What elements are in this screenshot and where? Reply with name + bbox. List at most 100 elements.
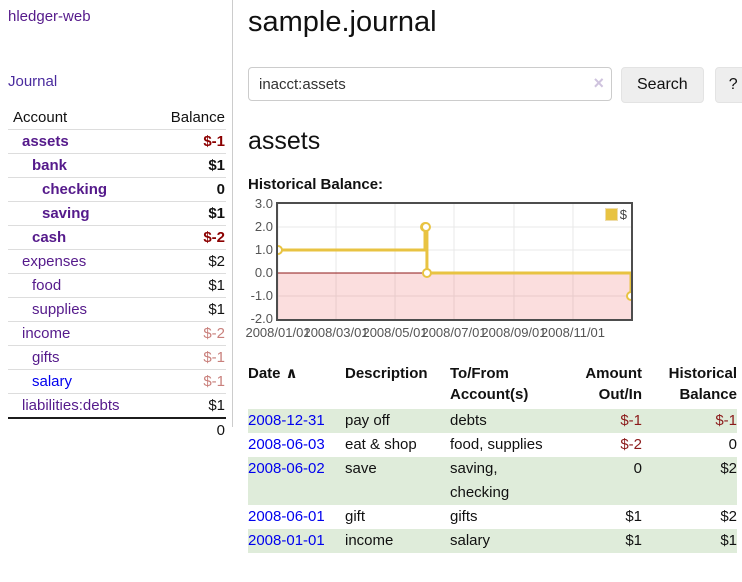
account-balance: $2 — [149, 249, 226, 274]
chart-legend: $ — [603, 207, 628, 223]
accounts-table-body: assets $-1 bank $1 checking 0 saving $1 cash $-2 e… — [8, 129, 226, 418]
y-axis-tick-label: 0.0 — [254, 265, 273, 281]
account-row: gifts $-1 — [8, 345, 226, 370]
transaction-balance: $2 — [642, 457, 737, 506]
account-row: income $-2 — [8, 321, 226, 346]
y-axis-tick-label: 1.0 — [254, 242, 273, 258]
accounts-total-value: 0 — [149, 417, 226, 442]
y-axis-tick-label: 2.0 — [254, 219, 273, 235]
register-table-body: 2008-12-31 pay off debts $-1 $-1 2008-06-03 ea… — [248, 409, 737, 554]
transaction-date-link[interactable]: 2008-12-31 — [248, 412, 325, 430]
register-header-date[interactable]: Date ∧ — [248, 365, 298, 383]
register-header-balance: Historical Balance — [668, 365, 737, 404]
transaction-date-link[interactable]: 2008-01-01 — [248, 532, 325, 550]
account-link[interactable]: expenses — [22, 253, 87, 270]
clear-search-icon[interactable]: × — [593, 73, 604, 94]
x-axis-tick-label: 2008/11/01 — [540, 325, 606, 341]
transaction-balance: 0 — [728, 436, 737, 454]
transaction-description: income — [345, 529, 450, 554]
sidebar-divider — [232, 0, 233, 427]
account-heading: assets — [248, 127, 321, 156]
x-axis-tick-label: 2008/09/01 — [481, 325, 547, 341]
x-axis-tick-label: 2008/01/01 — [245, 325, 311, 341]
transaction-description: save — [345, 457, 450, 506]
search-input[interactable] — [248, 67, 612, 102]
transaction-date-link[interactable]: 2008-06-01 — [248, 508, 325, 526]
account-link[interactable]: cash — [32, 229, 67, 246]
sidebar-item-journal[interactable]: Journal — [8, 73, 58, 90]
x-axis-tick-label: 2008/03/01 — [303, 325, 369, 341]
transaction-amount: $1 — [575, 529, 642, 554]
account-link[interactable]: assets — [22, 133, 69, 150]
transaction-balance: $2 — [720, 508, 737, 526]
accounts-total-row: 0 — [8, 417, 226, 442]
main-content: sample.journal × Search ? assets Histori… — [245, 0, 742, 554]
historical-balance-chart: $ 3.0 2.0 1.0 0.0 -1.0 -2.0 2008/01/01 2008/03/… — [245, 197, 737, 342]
register-row: 2008-06-01 gift gifts $1 $2 — [248, 505, 737, 529]
account-row: expenses $2 — [8, 249, 226, 274]
y-axis-tick-label: -2.0 — [250, 311, 273, 327]
transaction-amount: $1 — [625, 508, 642, 526]
transaction-accounts: gifts — [450, 508, 478, 526]
account-link[interactable]: salary — [32, 373, 73, 390]
transaction-date-link[interactable]: 2008-06-03 — [248, 436, 325, 454]
register-row: 2008-01-01 income salary $1 $1 — [248, 529, 737, 554]
accounts-header-account: Account — [13, 109, 68, 126]
sidebar: hledger-web Journal Account Balance asse… — [8, 8, 226, 442]
transaction-description: pay off — [345, 409, 450, 434]
account-link[interactable]: food — [32, 277, 62, 294]
y-axis-tick-label: -1.0 — [250, 288, 273, 304]
search-form: × Search ? — [248, 67, 742, 104]
sort-ascending-icon: ∧ — [285, 365, 298, 383]
account-balance: $-2 — [149, 321, 226, 346]
account-row: saving $1 — [8, 201, 226, 226]
account-link[interactable]: income — [22, 325, 71, 342]
account-row: liabilities:debts $1 — [8, 393, 226, 418]
transaction-description: eat & shop — [345, 436, 417, 454]
account-link[interactable]: liabilities:debts — [22, 397, 120, 414]
register-row: 2008-06-03 eat & shop food, supplies $-2 0 — [248, 433, 737, 457]
search-button[interactable]: Search — [621, 67, 704, 104]
account-row: checking 0 — [8, 177, 226, 202]
transaction-amount: $-2 — [620, 436, 642, 454]
transaction-accounts: saving, checking — [450, 457, 575, 506]
account-balance: $-1 — [149, 345, 226, 370]
account-row: salary $-1 — [8, 369, 226, 394]
account-balance: $1 — [149, 153, 226, 178]
transaction-accounts: food, supplies — [450, 436, 543, 454]
account-row: cash $-2 — [8, 225, 226, 250]
help-button[interactable]: ? — [714, 67, 742, 104]
account-row: food $1 — [8, 273, 226, 298]
chart-plot-area: $ — [276, 202, 633, 322]
accounts-header-balance: Balance — [170, 109, 225, 126]
transaction-accounts: debts — [450, 409, 575, 434]
account-link[interactable]: saving — [42, 205, 90, 222]
legend-label: $ — [619, 207, 627, 223]
account-row: assets $-1 — [8, 129, 226, 154]
chart-title: Historical Balance: — [248, 176, 384, 194]
accounts-table: Account Balance assets $-1 bank $1 checking 0… — [8, 109, 226, 442]
chart-canvas — [278, 204, 631, 320]
x-axis-tick-label: 2008/05/01 — [362, 325, 428, 341]
account-balance: $-1 — [149, 369, 226, 394]
account-balance: $1 — [149, 201, 226, 226]
account-balance: $1 — [149, 297, 226, 322]
transaction-amount: 0 — [575, 457, 642, 506]
register-row: 2008-06-02 save saving, checking 0 $2 — [248, 457, 737, 506]
legend-swatch-icon — [604, 208, 618, 222]
transaction-balance: $-1 — [642, 409, 737, 434]
account-link[interactable]: gifts — [32, 349, 60, 366]
x-axis-tick-label: 2008/07/01 — [421, 325, 487, 341]
transaction-date-link[interactable]: 2008-06-02 — [248, 460, 325, 478]
account-balance: 0 — [149, 177, 226, 202]
transaction-description: gift — [345, 508, 366, 526]
app-brand-link[interactable]: hledger-web — [8, 8, 91, 25]
account-link[interactable]: supplies — [32, 301, 88, 318]
account-link[interactable]: checking — [42, 181, 108, 198]
y-axis-tick-label: 3.0 — [254, 196, 273, 212]
transaction-accounts: salary — [450, 529, 575, 554]
account-row: bank $1 — [8, 153, 226, 178]
page-title: sample.journal — [248, 6, 437, 38]
register-header-description: Description — [345, 365, 428, 383]
account-link[interactable]: bank — [32, 157, 68, 174]
